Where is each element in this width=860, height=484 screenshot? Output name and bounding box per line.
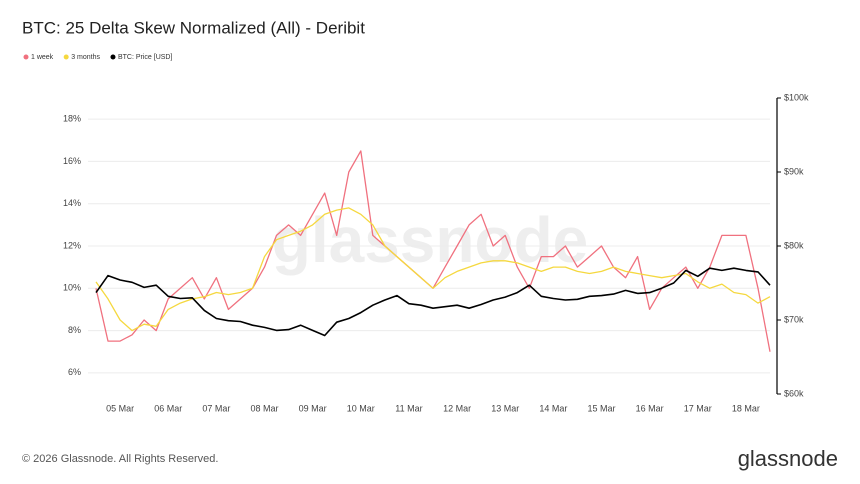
footer: © 2026 Glassnode. All Rights Reserved. [22, 453, 218, 465]
legend-marker [63, 54, 69, 60]
x-tick-label: 05 Mar [106, 403, 134, 413]
legend-marker [23, 54, 29, 60]
y-tick-label: 12% [63, 240, 81, 250]
y2-tick-label: $80k [784, 240, 804, 250]
x-tick-label: 06 Mar [154, 403, 182, 413]
x-tick-label: 16 Mar [636, 403, 664, 413]
y-tick-label: 10% [63, 283, 81, 293]
y2-tick-label: $70k [784, 314, 804, 324]
legend-marker [110, 54, 116, 60]
legend-label: 1 week [31, 54, 54, 61]
y2-tick-label: $90k [784, 166, 804, 176]
series-line [95, 207, 771, 332]
x-tick-label: 18 Mar [732, 403, 760, 413]
y-tick-label: 6% [68, 367, 81, 377]
x-tick-label: 14 Mar [539, 403, 567, 413]
logo: glassnode [738, 446, 838, 471]
y-tick-label: 18% [63, 114, 81, 124]
y-tick-label: 14% [63, 198, 81, 208]
x-tick-label: 08 Mar [250, 403, 278, 413]
legend-label: BTC: Price [USD] [118, 54, 173, 61]
y-tick-label: 8% [68, 325, 81, 335]
x-tick-label: 10 Mar [347, 403, 375, 413]
x-tick-label: 12 Mar [443, 403, 471, 413]
legend-label: 3 months [71, 54, 100, 61]
y2-tick-label: $60k [784, 388, 804, 398]
y-tick-label: 16% [63, 156, 81, 166]
watermark: glassnode [272, 204, 589, 276]
chart-title: BTC: 25 Delta Skew Normalized (All) - De… [22, 18, 365, 37]
series-line [95, 267, 771, 337]
x-tick-label: 09 Mar [299, 403, 327, 413]
y2-tick-label: $100k [784, 92, 809, 102]
x-tick-label: 11 Mar [395, 403, 422, 413]
legend: 1 week 3 months BTC: Price [USD] [23, 54, 173, 61]
x-tick-label: 07 Mar [202, 403, 230, 413]
x-tick-label: 15 Mar [587, 403, 615, 413]
x-tick-label: 17 Mar [684, 403, 712, 413]
x-tick-label: 13 Mar [491, 403, 519, 413]
